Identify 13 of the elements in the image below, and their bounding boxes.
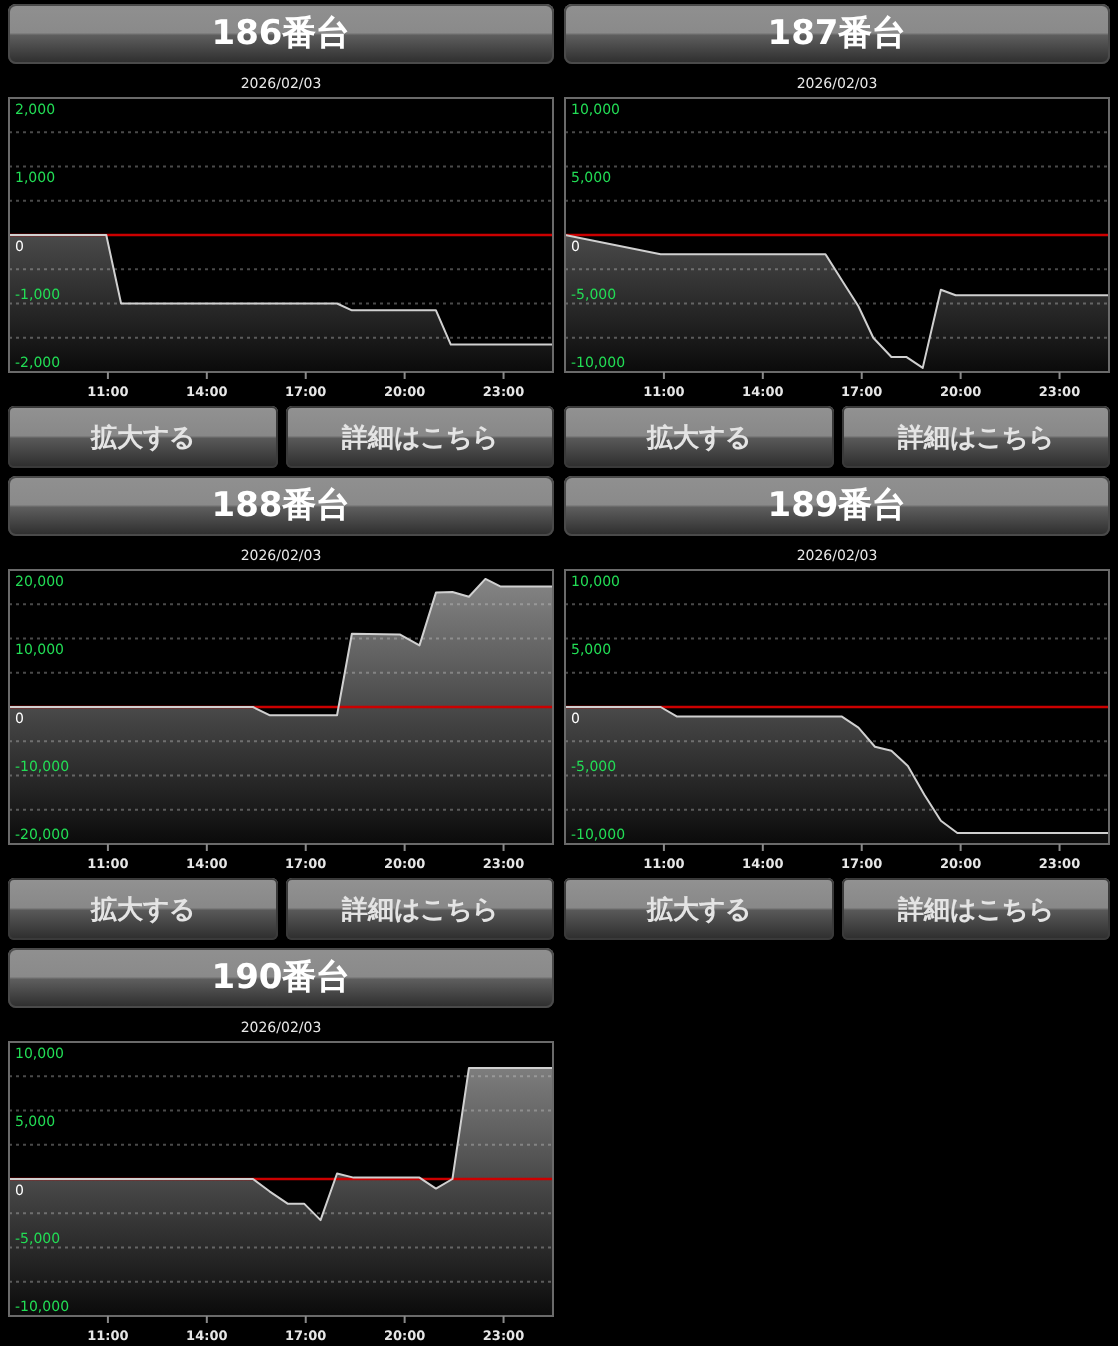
chart-title: 186番台	[8, 4, 554, 64]
text: 詳細はこちら	[285, 406, 554, 468]
chart-title: 189番台	[564, 476, 1110, 536]
text: 拡大する	[8, 406, 277, 468]
chart-title: 187番台	[564, 4, 1110, 64]
text: 拡大する	[8, 878, 277, 940]
text: 詳細はこちら	[841, 878, 1110, 940]
text: 拡大する	[564, 406, 833, 468]
text: 詳細はこちら	[285, 878, 554, 940]
text: 詳細はこちら	[841, 406, 1110, 468]
chart-title: 188番台	[8, 476, 554, 536]
chart-title: 190番台	[8, 948, 554, 1008]
text: 拡大する	[564, 878, 833, 940]
